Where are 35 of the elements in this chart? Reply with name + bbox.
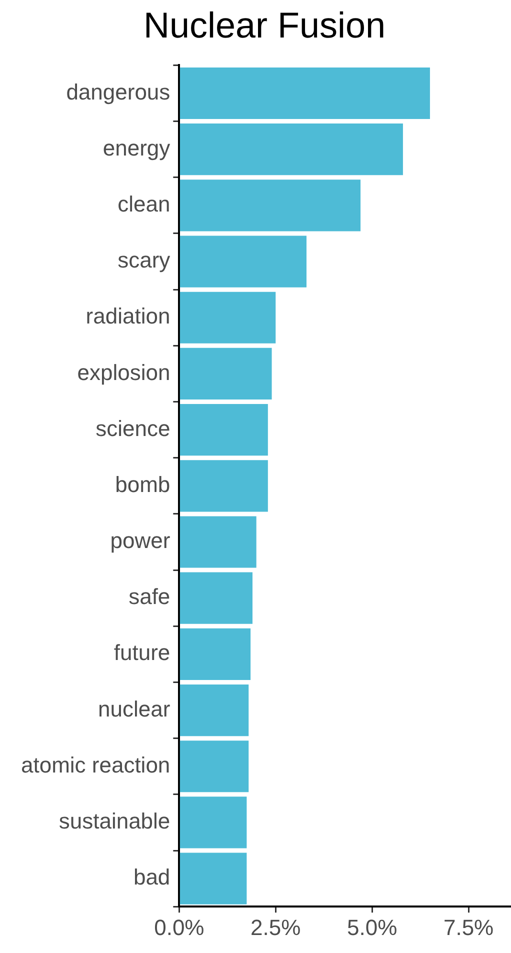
y-tick-label: clean — [118, 191, 170, 216]
bar — [180, 628, 251, 680]
y-tick-label: energy — [102, 135, 170, 160]
bar — [180, 684, 249, 736]
y-tick-label: power — [110, 528, 170, 554]
bar — [180, 404, 268, 456]
bar — [180, 460, 268, 512]
y-tick-label: dangerous — [66, 79, 170, 104]
bar — [180, 740, 249, 792]
y-tick-label: nuclear — [98, 696, 170, 722]
x-tick-label: 0.0% — [154, 914, 204, 940]
y-tick-label: explosion — [77, 360, 170, 385]
x-tick-label: 5.0% — [347, 914, 398, 940]
y-tick-label: scary — [118, 248, 170, 273]
y-tick-label: atomic reaction — [20, 752, 170, 778]
y-tick-label: bomb — [115, 472, 170, 497]
y-tick-label: sustainable — [58, 808, 170, 834]
bar — [180, 516, 256, 568]
chart-title: Nuclear Fusion — [143, 4, 386, 46]
y-tick-label: future — [114, 640, 170, 666]
bar — [180, 124, 403, 176]
x-tick-label: 7.5% — [443, 914, 494, 940]
bar — [180, 67, 430, 120]
bar — [180, 852, 247, 904]
bar — [180, 348, 272, 400]
bar — [180, 572, 252, 624]
bar — [180, 292, 276, 344]
y-tick-label: bad — [133, 864, 170, 890]
bar — [180, 796, 247, 848]
y-tick-label: science — [96, 416, 170, 441]
bar — [180, 180, 361, 232]
y-tick-label: radiation — [86, 304, 170, 329]
y-tick-label: safe — [128, 584, 170, 610]
x-tick-label: 2.5% — [250, 914, 301, 940]
bar — [180, 236, 307, 288]
